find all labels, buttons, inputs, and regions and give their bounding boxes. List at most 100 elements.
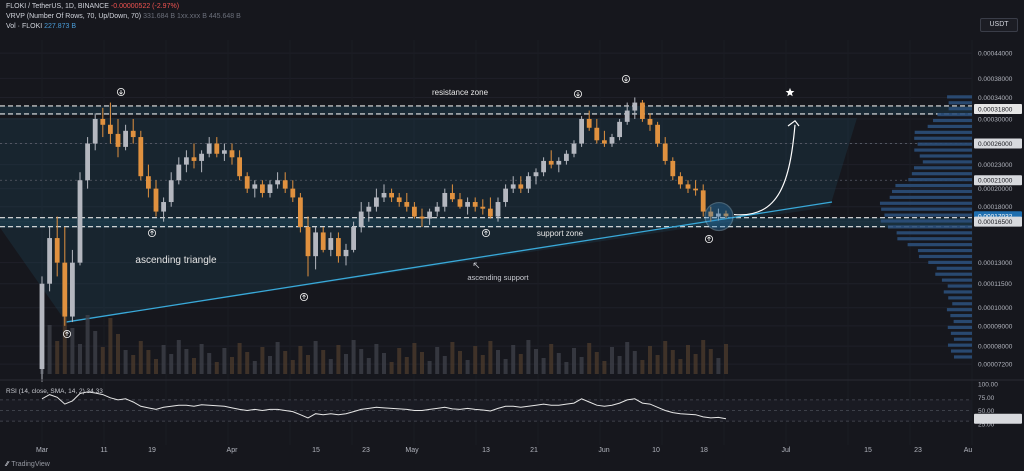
volume-profile-bar [935,272,972,276]
volume-bar [564,362,569,374]
time-tick-label: 23 [914,447,922,454]
ascending-support-label: ascending support [467,273,529,282]
volume-profile-bar [947,284,972,288]
price-tick-label: 0.00038000 [978,76,1013,83]
price-tick-label: 0.00011500 [978,281,1012,288]
volume-bar [366,358,371,374]
candle-body [92,118,98,144]
volume-bar [290,360,295,374]
candle-body [723,213,729,217]
candles [39,97,729,382]
pointer-arrow-icon [473,262,480,269]
resistance-zone-band [0,105,972,115]
volume-bar [344,354,348,374]
candle-body [184,157,189,165]
time-tick-label: 18 [700,447,708,454]
volume-bar [230,357,234,374]
volume-profile-bar [889,195,972,199]
volume-bar [404,357,409,374]
volume-bar [397,348,402,374]
candle-body [85,143,90,181]
candle-body [579,118,584,144]
candle-body [716,213,721,217]
volume-profile-bar [943,290,972,294]
currency-button[interactable]: USDT [980,18,1018,32]
candle-body [130,130,136,138]
volume-bar [610,347,614,374]
candle-body [168,180,174,203]
price-tick-label: 0.00023000 [978,162,1013,169]
volume-profile-bar [895,183,972,188]
candle-body [662,143,668,161]
volume-bar [518,354,523,374]
price-tick-label: 0.00007200 [978,362,1013,369]
symbol-text: FLOKI / TetherUS, 1D, BINANCE [6,3,109,10]
header-volume-line[interactable]: Vol · FLOKI 227.873 B [6,23,76,30]
volume-bar [70,328,75,374]
candle-body [586,118,592,128]
candle-body [328,238,334,250]
volume-profile-bar [892,189,972,194]
candle-body [419,216,425,219]
candle-body [472,202,478,207]
candle-body [624,110,630,122]
candle-body [541,160,546,173]
price-label-box [974,175,1022,186]
candle-body [222,150,227,154]
volume-label: Vol · FLOKI [6,23,43,30]
price-tick-label: 0.00009000 [978,323,1013,330]
candle-body [70,262,75,317]
volume-profile-bar [950,313,972,318]
candle-body [374,197,379,207]
header-symbol-line: FLOKI / TetherUS, 1D, BINANCE -0.0000052… [6,3,179,10]
candle-body [39,283,45,370]
candle-body [214,143,220,154]
volume-bar [435,347,440,374]
candle-body [358,211,364,227]
header-vrvp-line[interactable]: VRVP (Number Of Rows, 70, Up/Down, 70) 3… [6,13,241,20]
candle-body [678,176,683,185]
candle-body [320,232,326,250]
candle-body [647,118,653,125]
volume-bar [374,344,379,374]
volume-profile-bar [914,130,972,134]
candle-body [488,208,493,217]
volume-bar [655,355,660,374]
candle-body [298,197,303,227]
volume-bar [207,353,212,374]
candle-body [100,118,106,125]
candle-body [336,238,341,257]
touch-marker-down-icon [573,89,583,99]
volume-bar [146,350,151,374]
volume-bar [488,341,493,374]
volume-bar [268,356,272,374]
candle-body [54,238,60,263]
volume-bar [686,345,690,374]
volume-bar [579,357,584,374]
volume-bar [534,349,538,374]
volume-bar [313,341,318,374]
candle-body [176,164,182,181]
volume-bar [298,346,303,374]
candle-body [412,206,417,217]
time-tick-label: 13 [482,447,490,454]
volume-bar [412,343,417,374]
candle-body [206,143,212,154]
price-tick-label: 0.00008000 [978,344,1013,351]
volume-profile-bar [948,107,972,111]
time-tick-label: 10 [652,447,660,454]
volume-profile-bar [950,331,972,335]
volume-profile-bar [941,278,972,282]
volume-profile-bar [908,178,972,182]
volume-profile-bar [950,349,972,353]
volume-profile-bar [933,118,972,123]
touch-marker-down-icon [621,74,631,84]
candle-body [556,160,562,165]
volume-bar [496,350,500,374]
candle-body [351,226,356,250]
volume-bar [511,345,516,374]
volume-bar [154,359,158,374]
price-axis: 0.00044000 0.00038000 0.00034000 0.00030000… [974,51,1022,369]
ascending-triangle-area [0,117,857,323]
